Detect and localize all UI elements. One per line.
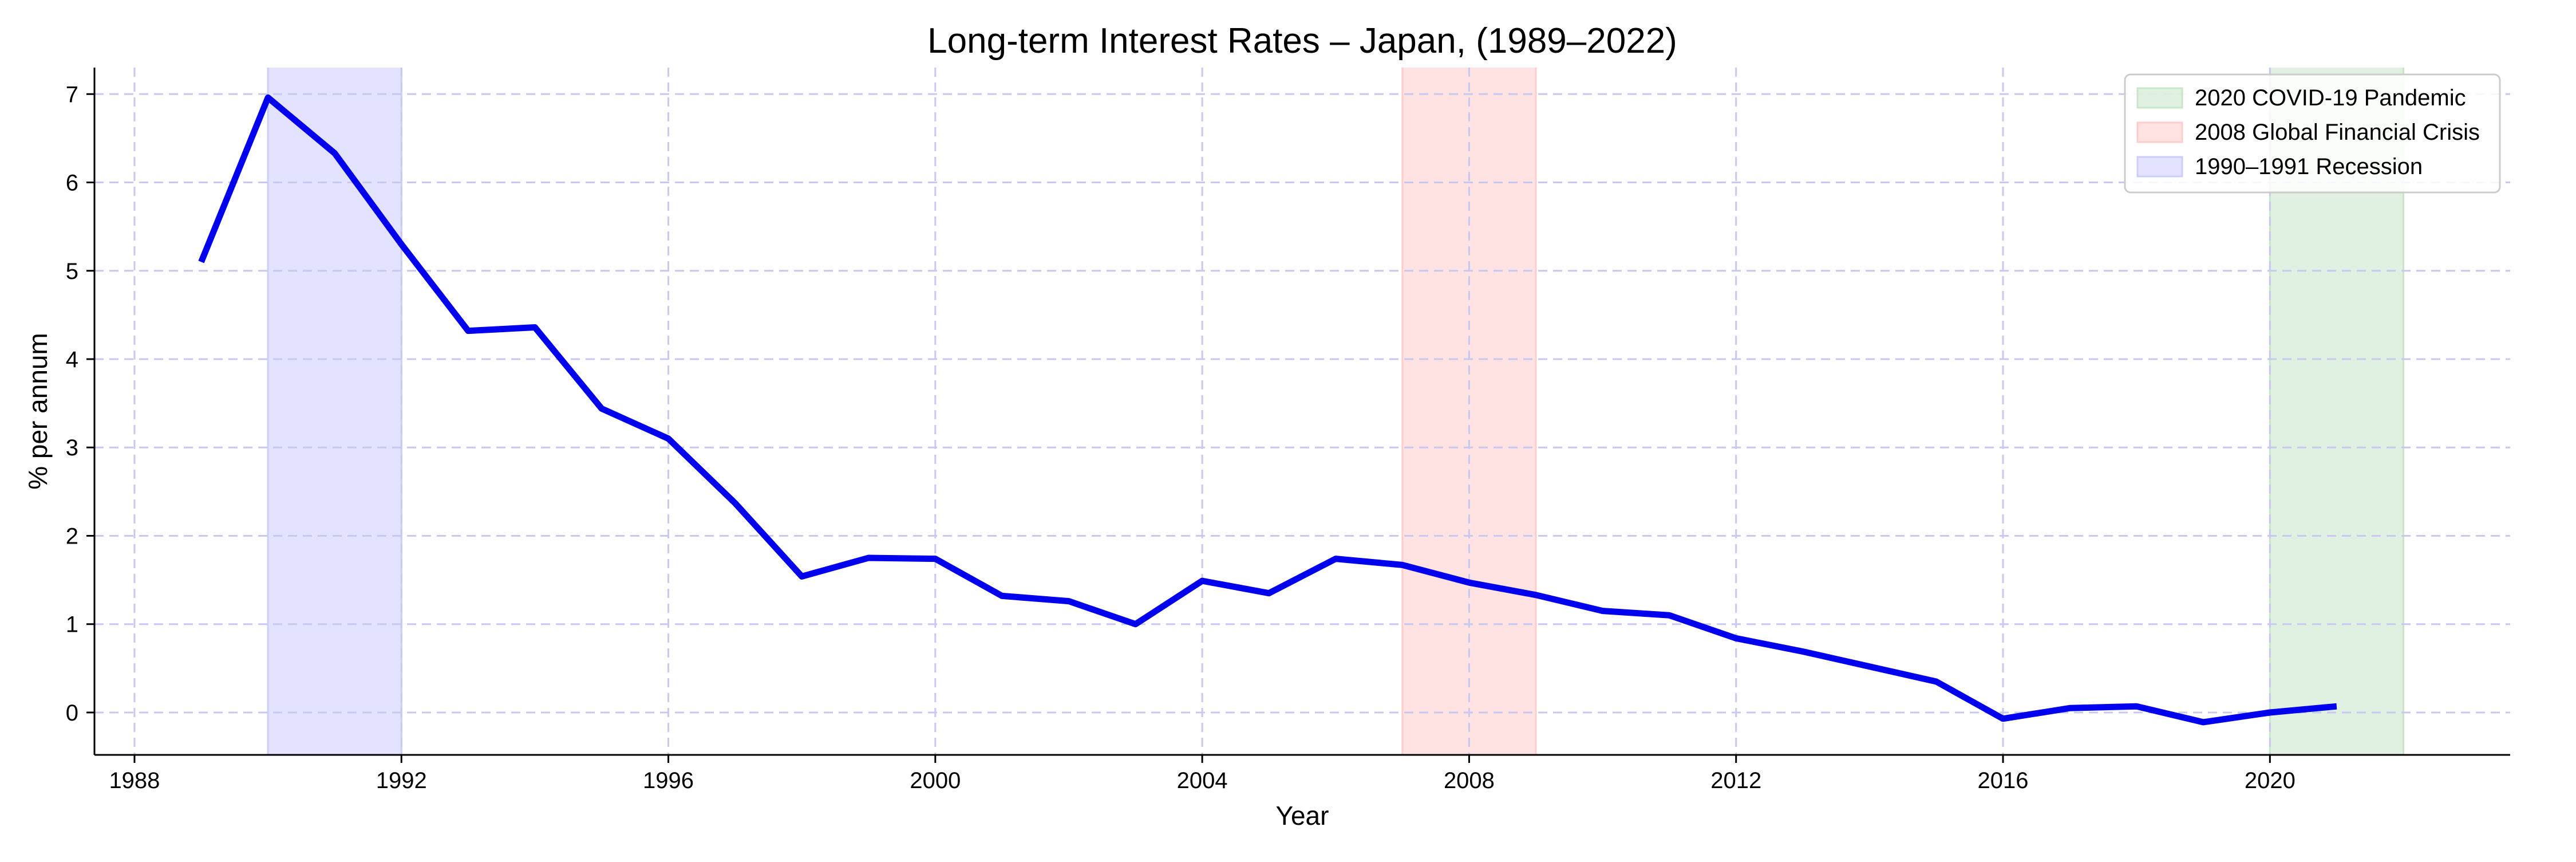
legend-label-0: 2020 COVID-19 Pandemic [2195,85,2466,111]
legend: 2020 COVID-19 Pandemic 2008 Global Financ… [2125,74,2500,192]
series-line-0 [202,97,2337,722]
y-tick-label: 6 [66,171,78,196]
y-tick-label: 2 [66,524,78,549]
y-tick-label: 5 [66,259,78,284]
legend-label-1: 2008 Global Financial Crisis [2195,120,2480,145]
y-tick-label: 4 [66,347,78,372]
chart-title: Long-term Interest Rates – Japan, (1989–… [927,21,1677,61]
x-tick-label: 2008 [1444,768,1495,793]
x-tick-label: 2016 [1978,768,2029,793]
legend-swatch-1 [2138,123,2182,142]
y-axis-label: % per annum [23,333,53,490]
y-tick-label: 7 [66,82,78,107]
x-tick-label: 2020 [2245,768,2296,793]
y-tick-label: 3 [66,435,78,460]
shaded-regions [268,68,2403,755]
legend-swatch-0 [2138,88,2182,108]
legend-label-2: 1990–1991 Recession [2195,154,2423,179]
x-tick-label: 2000 [910,768,961,793]
x-axis-label: Year [1276,801,1329,830]
legend-swatch-2 [2138,157,2182,176]
x-tick-label: 1992 [376,768,427,793]
x-tick-label: 1996 [643,768,694,793]
y-tick-label: 1 [66,612,78,637]
x-tick-label: 1988 [109,768,160,793]
x-tick-label: 2004 [1177,768,1228,793]
y-tick-label: 0 [66,700,78,726]
shaded-region-2 [268,68,401,755]
series-points-0 [201,97,2337,722]
x-tick-label: 2012 [1710,768,1761,793]
